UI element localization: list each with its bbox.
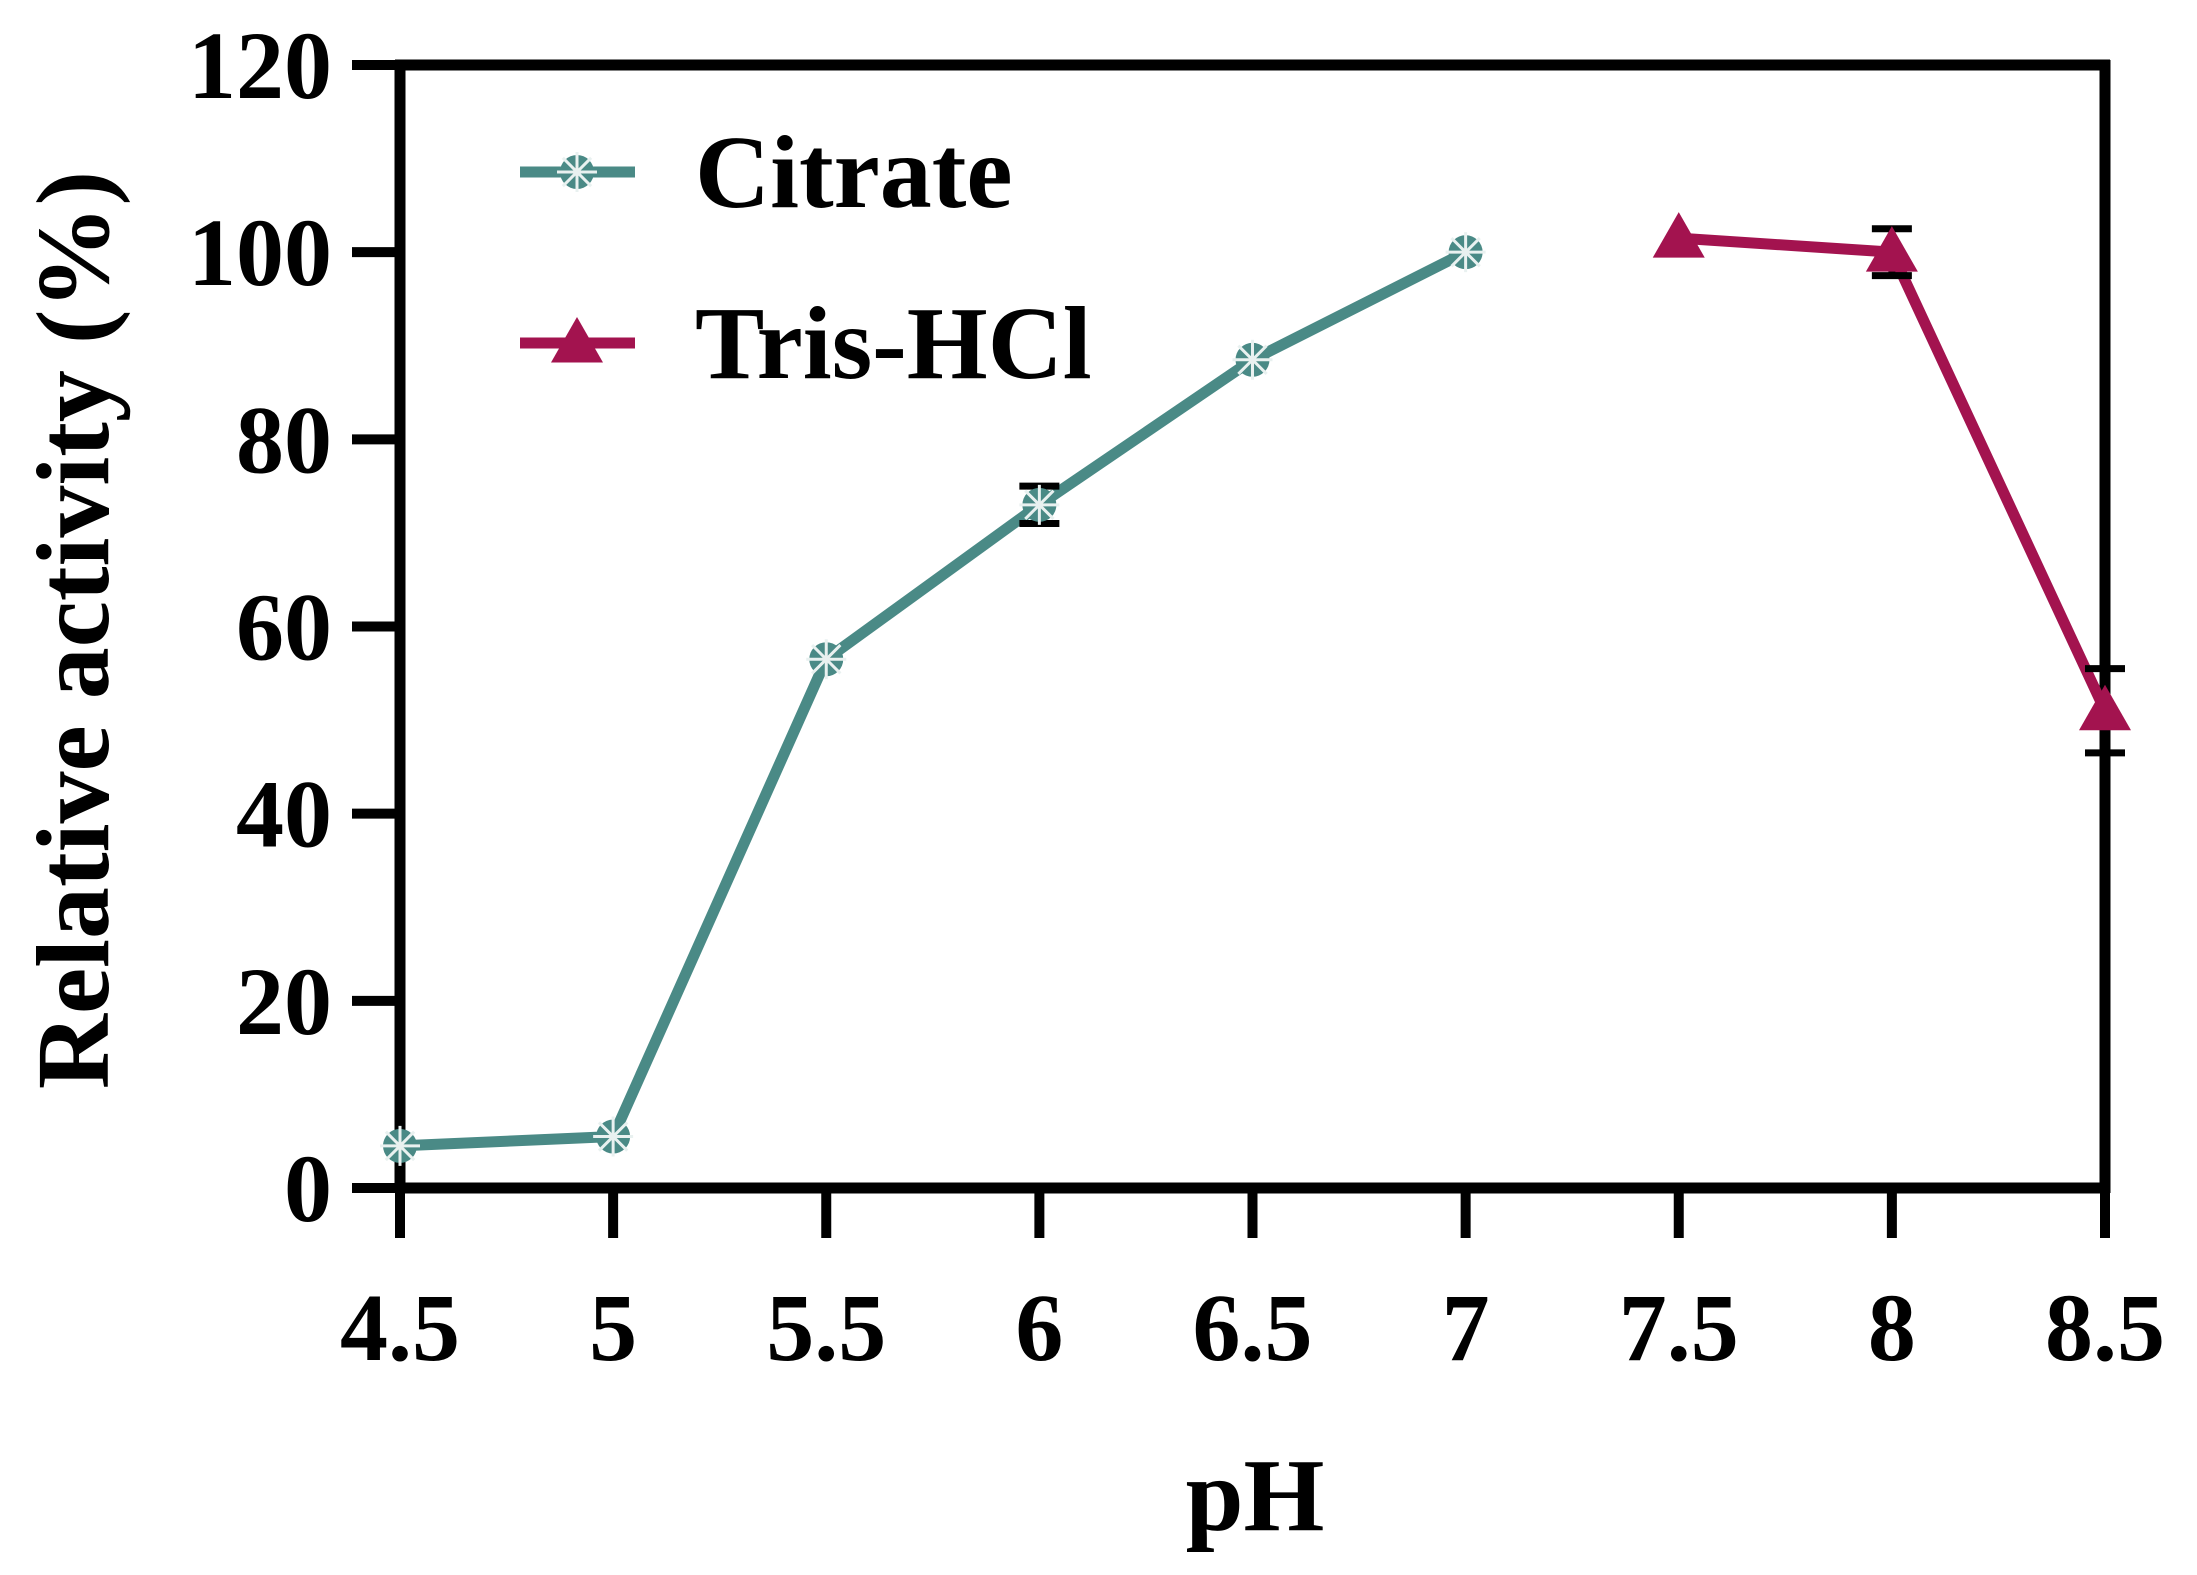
y-tick-label: 0 <box>284 1135 332 1242</box>
y-tick-label: 80 <box>236 386 332 493</box>
series-line-tris-hcl <box>1673 232 2111 717</box>
legend-marker <box>551 317 603 363</box>
x-tick-label: 5.5 <box>766 1274 886 1381</box>
data-point <box>806 639 847 680</box>
y-tick-label: 100 <box>188 199 332 306</box>
data-point <box>1232 339 1273 380</box>
x-tick-label: 8 <box>1868 1274 1916 1381</box>
data-point <box>1652 212 1705 258</box>
y-tick-label: 120 <box>188 12 332 119</box>
y-ticks: 0 20 40 60 80 100 120 <box>188 12 400 1242</box>
x-tick-label: 6 <box>1015 1274 1063 1381</box>
data-point <box>380 1125 420 1166</box>
legend-marker <box>557 152 597 192</box>
x-axis-title: pH <box>1186 1438 1325 1553</box>
x-tick-label: 7 <box>1442 1274 1490 1381</box>
y-tick-label: 40 <box>236 761 332 868</box>
y-tick-label: 20 <box>236 948 332 1055</box>
data-point <box>2079 684 2131 731</box>
data-point <box>1445 232 1486 273</box>
series-line-citrate <box>394 246 1472 1152</box>
y-tick-label: 60 <box>236 574 332 681</box>
x-tick-label: 6.5 <box>1193 1274 1313 1381</box>
y-axis-title: Relative activity (%) <box>16 171 131 1089</box>
x-tick-label: 4.5 <box>340 1274 460 1381</box>
legend-label: Citrate <box>695 115 1013 230</box>
legend: Citrate Tris-HCl <box>520 115 1092 401</box>
x-ticks: 4.5 5 5.5 6 6.5 7 7.5 8 8.5 <box>340 1188 2165 1381</box>
x-tick-label: 8.5 <box>2045 1274 2165 1381</box>
data-point <box>593 1116 634 1157</box>
x-tick-label: 5 <box>589 1274 637 1381</box>
axes <box>394 59 2111 1194</box>
legend-label: Tris-HCl <box>695 286 1092 401</box>
data-point <box>1865 226 1918 272</box>
x-tick-label: 7.5 <box>1619 1274 1739 1381</box>
data-point <box>1019 484 1060 525</box>
series-layer <box>380 212 2131 1166</box>
